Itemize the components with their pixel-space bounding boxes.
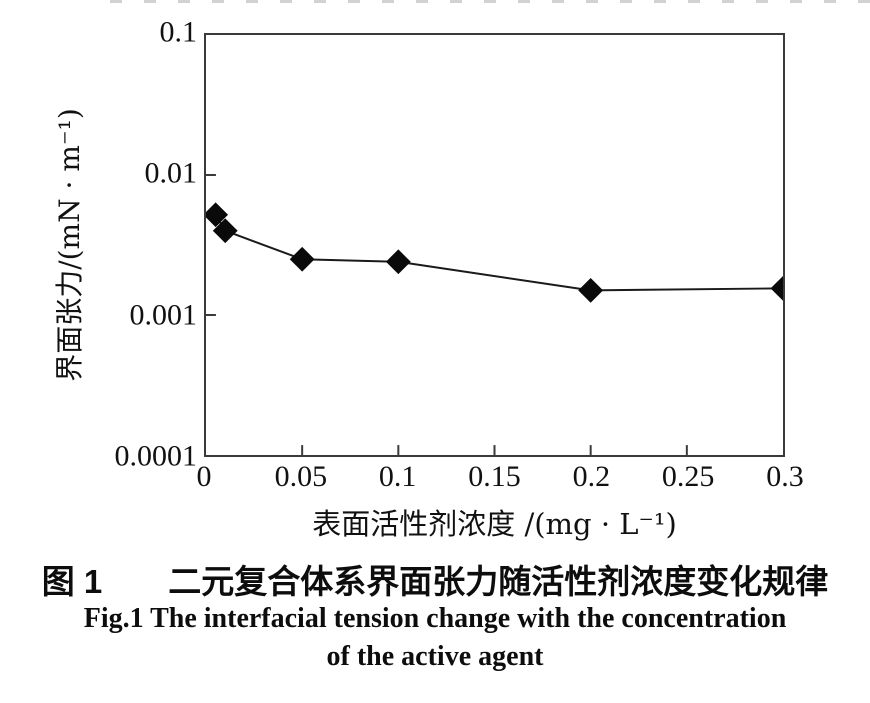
x-axis-title: 表面活性剂浓度 /(mg · L⁻¹) [312, 507, 677, 541]
data-point-marker [212, 218, 238, 244]
x-tick-label: 0.25 [661, 460, 715, 493]
x-tick-label: 0.3 [766, 460, 804, 493]
caption-english-line1: Fig.1 The interfacial tension change wit… [83, 603, 787, 634]
x-tick-label: 0.1 [378, 460, 417, 493]
chart-canvas [206, 174, 783, 455]
plot-area [204, 33, 785, 457]
data-point-marker [206, 202, 229, 228]
y-tick-label: 0.0001 [114, 439, 198, 473]
x-tick-label: 0 [196, 460, 212, 493]
y-tick-label: 0.001 [129, 298, 198, 332]
y-tick-label: 0.1 [159, 15, 198, 49]
x-tick-label: 0.15 [468, 460, 521, 493]
x-tick-label: 0.05 [274, 460, 328, 493]
caption-english-line2: of the active agent [326, 641, 544, 672]
y-axis-title: 界面张力/(mN · m⁻¹) [53, 108, 86, 382]
y-tick-label: 0.01 [144, 156, 198, 190]
x-tick-label: 0.2 [572, 460, 611, 493]
caption-chinese: 图 1 二元复合体系界面张力随活性剂浓度变化规律 [41, 563, 829, 600]
data-point-marker [770, 275, 783, 301]
cropped-text-artifact [110, 0, 870, 3]
data-point-marker [578, 277, 604, 303]
data-point-marker [289, 246, 315, 272]
data-point-marker [385, 249, 411, 275]
